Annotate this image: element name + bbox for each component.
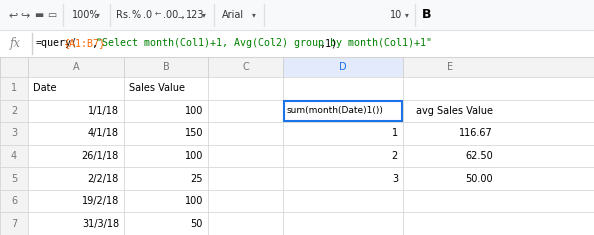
Text: ,1): ,1) xyxy=(320,39,338,48)
Text: 3: 3 xyxy=(392,174,398,184)
Text: {A1:B7}: {A1:B7} xyxy=(64,39,106,48)
Text: 2: 2 xyxy=(11,106,17,116)
Text: C: C xyxy=(242,62,249,72)
Text: ↪: ↪ xyxy=(20,10,29,20)
Text: 2/2/18: 2/2/18 xyxy=(88,174,119,184)
Text: .00: .00 xyxy=(163,10,178,20)
Text: 7: 7 xyxy=(11,219,17,229)
Bar xyxy=(0,57,594,77)
Text: 26/1/18: 26/1/18 xyxy=(82,151,119,161)
Bar xyxy=(284,101,402,121)
Text: ↩: ↩ xyxy=(8,10,17,20)
Text: ▬: ▬ xyxy=(34,10,43,20)
Text: 50.00: 50.00 xyxy=(465,174,493,184)
Text: E: E xyxy=(447,62,454,72)
Text: 4: 4 xyxy=(11,151,17,161)
Bar xyxy=(283,57,403,77)
Text: Sales Value: Sales Value xyxy=(129,83,185,93)
Text: 4/1/18: 4/1/18 xyxy=(88,129,119,138)
Text: fx: fx xyxy=(10,37,21,50)
Text: 116.67: 116.67 xyxy=(459,129,493,138)
Text: ▾: ▾ xyxy=(405,11,409,20)
Text: ,: , xyxy=(92,39,98,48)
Text: D: D xyxy=(339,62,347,72)
Bar xyxy=(0,0,594,30)
Text: ▾: ▾ xyxy=(202,11,206,20)
Text: 62.50: 62.50 xyxy=(465,151,493,161)
Bar xyxy=(0,57,28,235)
Text: Rs.: Rs. xyxy=(116,10,131,20)
Text: 6: 6 xyxy=(11,196,17,206)
Text: 19/2/18: 19/2/18 xyxy=(82,196,119,206)
Text: =query(: =query( xyxy=(36,39,78,48)
Text: 100: 100 xyxy=(185,196,203,206)
Text: ▾: ▾ xyxy=(252,11,256,20)
Text: .0: .0 xyxy=(143,10,152,20)
Text: B: B xyxy=(422,8,431,21)
Text: 100: 100 xyxy=(185,106,203,116)
Text: ▾: ▾ xyxy=(96,11,100,20)
Text: ←: ← xyxy=(155,8,162,17)
Text: 1: 1 xyxy=(11,83,17,93)
Text: 10: 10 xyxy=(390,10,402,20)
Text: 31/3/18: 31/3/18 xyxy=(82,219,119,229)
Bar xyxy=(0,57,594,235)
Text: B: B xyxy=(163,62,169,72)
Bar xyxy=(0,30,594,57)
Text: avg Sales Value: avg Sales Value xyxy=(416,106,493,116)
Text: 3: 3 xyxy=(11,129,17,138)
Text: %: % xyxy=(132,10,141,20)
Text: 123: 123 xyxy=(186,10,204,20)
Text: 100%: 100% xyxy=(72,10,100,20)
Text: 5: 5 xyxy=(11,174,17,184)
Text: ▭: ▭ xyxy=(47,10,56,20)
Text: →: → xyxy=(178,12,184,21)
Text: 100: 100 xyxy=(185,151,203,161)
Text: Arial: Arial xyxy=(222,10,244,20)
Text: A: A xyxy=(72,62,80,72)
Text: 50: 50 xyxy=(191,219,203,229)
Text: 1/1/18: 1/1/18 xyxy=(88,106,119,116)
Text: 2: 2 xyxy=(392,151,398,161)
Text: 25: 25 xyxy=(191,174,203,184)
Text: sum(month(Date)1()): sum(month(Date)1()) xyxy=(287,106,384,115)
Text: Date: Date xyxy=(33,83,56,93)
Text: 150: 150 xyxy=(185,129,203,138)
Text: 1: 1 xyxy=(392,129,398,138)
Text: "Select month(Col1)+1, Avg(Col2) group by month(Col1)+1": "Select month(Col1)+1, Avg(Col2) group b… xyxy=(96,39,432,48)
